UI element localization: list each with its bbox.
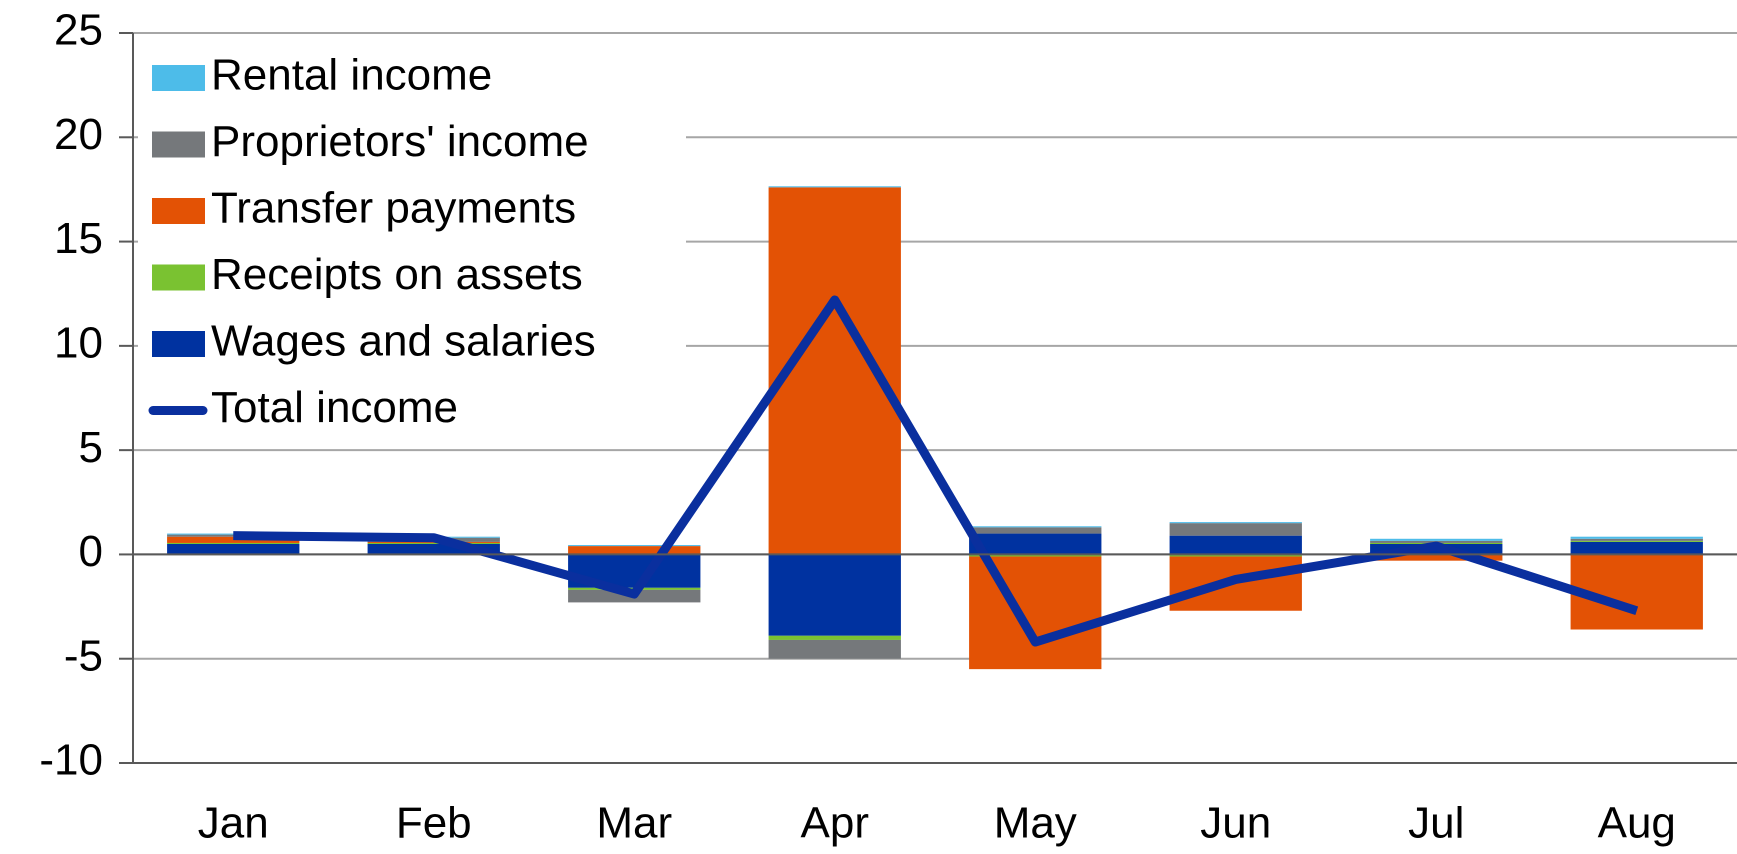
bar-segment: [167, 534, 300, 537]
bar-segment: [1570, 540, 1703, 542]
bar-segment: [768, 554, 901, 636]
y-tick-label: 5: [79, 423, 103, 472]
legend-label: Receipts on assets: [211, 250, 583, 299]
bar-segment: [167, 533, 300, 535]
bar-segment: [167, 544, 300, 555]
bar-segment: [367, 544, 500, 555]
x-tick-label: Mar: [596, 799, 672, 848]
legend-label: Proprietors' income: [211, 117, 589, 166]
bar-segment: [969, 527, 1102, 534]
x-tick-label: Jul: [1408, 799, 1464, 848]
bar-segment: [969, 554, 1102, 557]
bar-segment: [969, 533, 1102, 555]
legend-swatch: [152, 198, 205, 224]
bar-segment: [969, 526, 1102, 528]
x-tick-label: Apr: [801, 799, 869, 848]
bar-segment: [367, 542, 500, 544]
x-tick-label: Jan: [198, 799, 269, 848]
bar-segment: [167, 542, 300, 544]
bar-segment: [568, 545, 701, 547]
legend-label: Transfer payments: [211, 184, 576, 233]
legend-swatch: [152, 131, 205, 158]
bar-segment: [1570, 541, 1703, 555]
x-tick-label: Feb: [396, 799, 472, 848]
legend: Rental income Proprietors' income Transfer…: [138, 40, 686, 440]
y-tick-label: 0: [79, 527, 103, 576]
y-tick-label: 15: [54, 214, 103, 263]
legend-label: Total income: [211, 383, 458, 432]
bar-segment: [568, 546, 701, 555]
bar-segment: [768, 186, 901, 188]
y-tick-label: 10: [54, 318, 103, 367]
bar-segment: [768, 639, 901, 659]
bar-segment: [1370, 538, 1503, 541]
legend-swatch: [152, 65, 205, 91]
bar-segment: [367, 541, 500, 543]
legend-label: Rental income: [211, 51, 492, 100]
y-tick-label: 20: [54, 110, 103, 159]
x-tick-label: Jun: [1200, 799, 1271, 848]
bar-segment: [768, 635, 901, 640]
x-tick-label: May: [994, 799, 1077, 848]
y-tick-label: 25: [54, 6, 103, 55]
bar-segment: [969, 556, 1102, 670]
y-tick-label: -5: [64, 631, 103, 680]
bar-segment: [1570, 536, 1703, 539]
x-tick-label: Aug: [1598, 799, 1676, 848]
bar-segment: [1169, 554, 1302, 557]
line: [233, 295, 1639, 647]
bar-segment: [1370, 554, 1503, 561]
bar-segment: [1169, 522, 1302, 524]
legend-box: [138, 40, 686, 440]
legend-swatch: [152, 331, 205, 357]
bar-segment: [1169, 535, 1302, 555]
y-tick-label: -10: [39, 736, 103, 785]
legend-label: Wages and salaries: [211, 317, 596, 366]
bar-segment: [1570, 538, 1703, 541]
bar-segment: [1169, 523, 1302, 536]
legend-swatch: [152, 264, 205, 291]
